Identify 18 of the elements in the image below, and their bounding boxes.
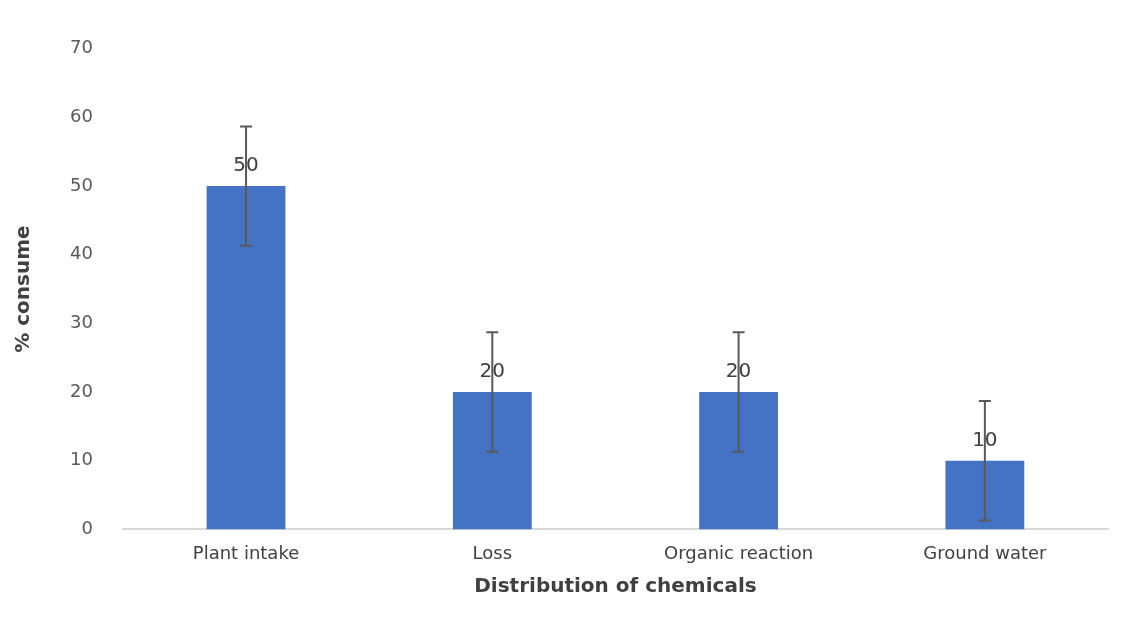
x-axis-title: Distribution of chemicals [474, 573, 757, 598]
y-tick-label: 40 [70, 242, 93, 264]
bar [452, 392, 532, 530]
x-tick-label: Ground water [923, 541, 1048, 563]
bar [699, 392, 778, 530]
x-tick-label: Plant intake [192, 541, 300, 563]
y-tick-label: 30 [70, 311, 93, 333]
y-tick-label: 0 [81, 517, 93, 539]
y-tick-label: 60 [70, 105, 93, 127]
bar [206, 186, 286, 530]
x-tick-label: Loss [472, 541, 513, 563]
bar [945, 460, 1025, 530]
y-tick-label: 50 [70, 173, 93, 195]
x-tick-label: Organic reaction [663, 541, 814, 563]
y-tick-label: 70 [70, 36, 93, 58]
y-tick-label: 20 [70, 379, 93, 401]
y-axis-title: % consume [10, 225, 35, 353]
y-tick-label: 10 [70, 448, 93, 470]
